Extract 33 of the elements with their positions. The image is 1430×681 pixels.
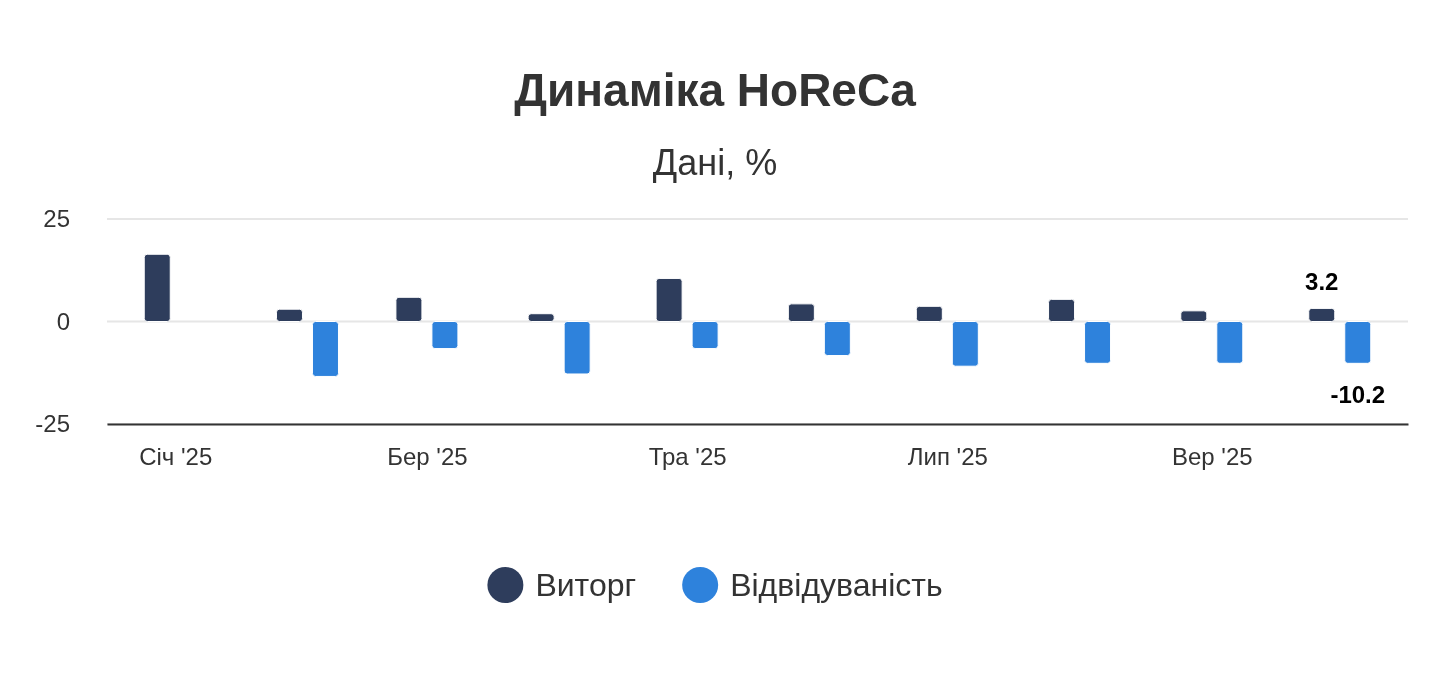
bar <box>563 321 591 375</box>
x-tick-label: Бер '25 <box>387 442 468 470</box>
bar <box>787 303 815 322</box>
chart-subtitle: Дані, % <box>652 142 778 183</box>
bar <box>1048 298 1076 322</box>
bar <box>915 305 943 322</box>
y-tick-label: 25 <box>43 205 70 233</box>
bar <box>275 308 303 322</box>
bar <box>691 321 719 350</box>
bar <box>143 253 171 322</box>
bar <box>823 321 851 357</box>
bar <box>311 321 339 377</box>
bar <box>1344 321 1372 364</box>
y-tick-label: -25 <box>35 410 70 438</box>
x-tick-label: Вер '25 <box>1171 442 1253 470</box>
bar <box>951 321 979 367</box>
chart-title: Динаміка HoReCa <box>514 64 917 116</box>
x-tick-label: Тра '25 <box>648 442 727 470</box>
x-tick-label: Січ '25 <box>139 442 213 470</box>
bar <box>527 313 555 322</box>
bar <box>1084 321 1112 364</box>
bar <box>431 321 459 350</box>
y-tick-label: 0 <box>56 307 70 335</box>
legend-label: Виторг <box>535 567 637 603</box>
bar <box>1180 310 1208 322</box>
bar <box>395 296 423 322</box>
legend-label: Відвідуваність <box>730 567 943 603</box>
bar <box>1216 321 1244 364</box>
data-label: 3.2 <box>1305 268 1339 296</box>
bar <box>655 277 683 322</box>
x-tick-label: Лип '25 <box>907 442 988 470</box>
data-label: -10.2 <box>1330 381 1386 409</box>
bar <box>1308 307 1336 322</box>
